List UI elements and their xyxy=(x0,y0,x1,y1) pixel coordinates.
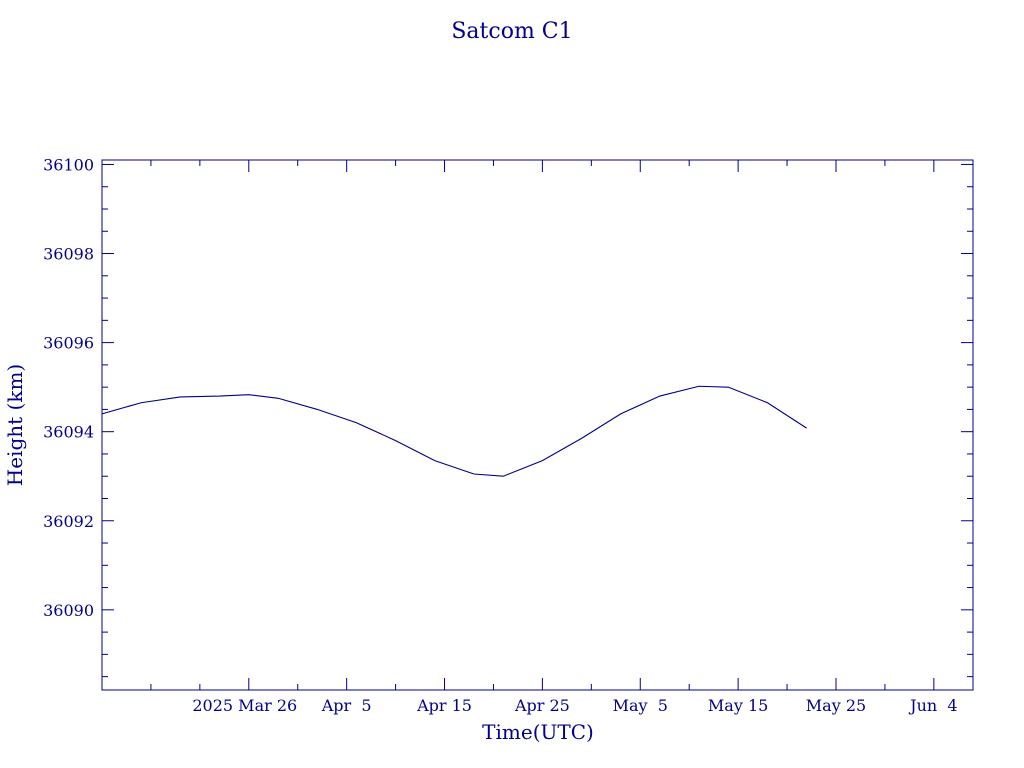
x-tick-label: 2025 Mar 26 xyxy=(192,696,297,715)
y-tick-label: 36092 xyxy=(43,512,94,531)
x-tick-label: May 25 xyxy=(806,696,866,715)
x-tick-label: Apr 5 xyxy=(321,696,372,715)
x-tick-label: Jun 4 xyxy=(908,696,957,715)
x-tick-label: Apr 25 xyxy=(514,696,570,715)
chart-title: Satcom C1 xyxy=(451,19,572,44)
height-series-line xyxy=(101,385,807,477)
plot-frame xyxy=(101,159,974,691)
x-axis: 2025 Mar 26 Apr 5 Apr 15 Apr 25 May 5 May 15 M… xyxy=(101,160,958,715)
y-axis: 36090 36092 36094 36096 36098 36100 xyxy=(43,155,973,678)
x-axis-label: Time(UTC) xyxy=(482,720,594,744)
y-tick-label: 36100 xyxy=(43,155,94,174)
series-layer xyxy=(101,385,807,477)
x-tick-label: May 15 xyxy=(708,696,768,715)
y-tick-label: 36090 xyxy=(43,601,94,620)
y-tick-label: 36094 xyxy=(43,423,94,442)
x-tick-label: Apr 15 xyxy=(416,696,472,715)
y-tick-label: 36098 xyxy=(43,245,94,264)
y-axis-label: Height (km) xyxy=(3,364,27,486)
x-tick-label: May 5 xyxy=(613,696,668,715)
y-tick-label: 36096 xyxy=(43,334,94,353)
